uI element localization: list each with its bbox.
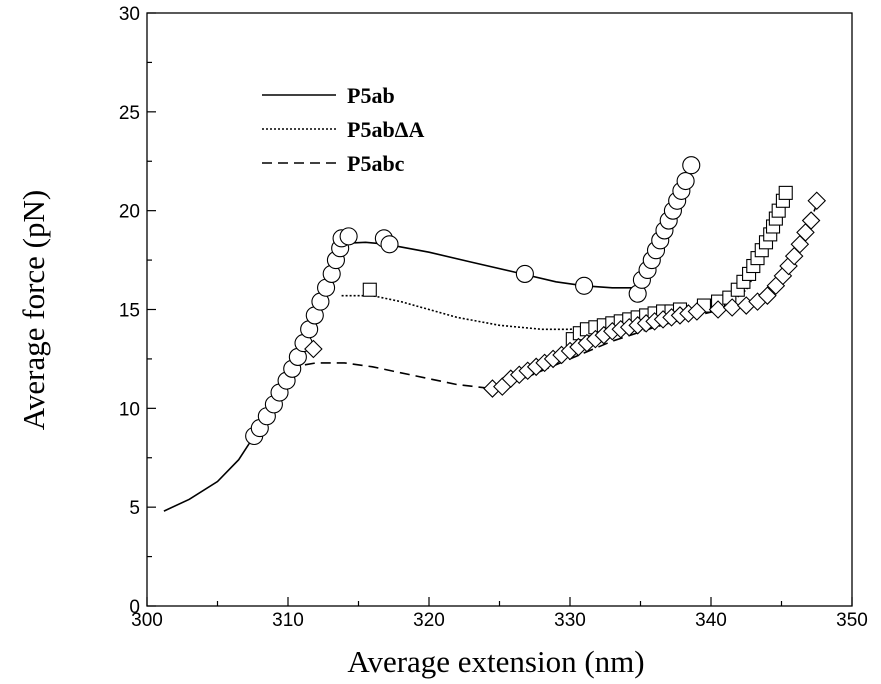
legend-label: P5ab [347,83,395,108]
data-point-diamond [722,298,742,317]
data-point-circle [575,276,594,295]
data-point-diamond [801,211,821,230]
data-point-circle [339,227,358,246]
y-tick-label: 20 [119,202,140,223]
data-point-diamond [807,191,827,211]
data-point-diamond [304,339,323,359]
data-point-circle [682,156,701,175]
data-point-circle [515,264,534,283]
x-tick-label: 310 [272,610,304,631]
axis-tick-labels: 300 310 320 330 340 350 0 5 10 15 20 25 30 [119,4,868,631]
x-axis-title: Average extension (nm) [347,644,644,679]
legend-label: P5abΔA [347,117,424,142]
y-tick-label: 10 [119,399,140,420]
x-tick-label: 320 [413,610,445,631]
data-point-square [362,282,377,297]
legend-label: P5abc [347,151,405,176]
data-point-circle [676,171,695,191]
y-tick-label: 15 [119,301,140,322]
y-tick-label: 0 [129,597,140,618]
data-point-square [778,185,793,200]
x-tick-label: 300 [131,610,163,631]
x-tick-label: 330 [554,610,586,631]
data-point-circle [380,235,399,254]
series-lines [163,166,818,512]
x-tick-label: 340 [695,610,727,631]
y-axis-title: Average force (pN) [16,190,51,430]
y-tick-label: 30 [119,4,140,25]
axis-ticks [146,12,853,607]
data-point-diamond [708,300,728,319]
legend: P5ab P5abΔA P5abc [262,83,424,176]
series-points [245,156,827,446]
x-tick-label: 350 [836,610,868,631]
data-point-diamond [687,302,707,321]
y-tick-label: 5 [129,498,140,519]
data-point-diamond [758,286,777,305]
y-tick-label: 25 [119,103,140,124]
